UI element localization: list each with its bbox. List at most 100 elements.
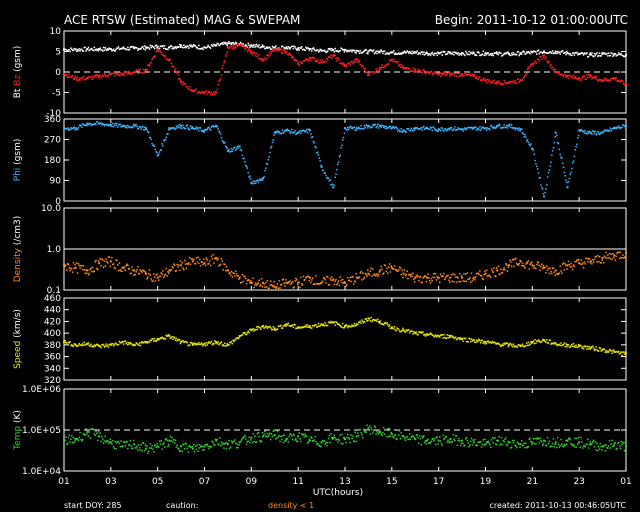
data-point <box>415 331 418 333</box>
data-point <box>549 339 551 341</box>
data-point <box>69 441 71 443</box>
data-point <box>471 53 474 55</box>
data-point <box>609 79 612 82</box>
data-point <box>530 440 532 443</box>
data-point <box>312 47 315 49</box>
data-point <box>510 54 512 57</box>
data-point <box>479 129 482 131</box>
data-point <box>119 445 122 448</box>
data-point <box>270 284 273 286</box>
data-point <box>597 254 599 257</box>
data-point <box>479 54 481 57</box>
data-point <box>558 343 561 346</box>
data-point <box>189 45 192 48</box>
data-point <box>184 442 187 444</box>
data-point <box>290 283 292 285</box>
data-point <box>529 52 531 55</box>
data-point <box>439 75 442 78</box>
data-point <box>354 325 357 327</box>
data-point <box>450 52 453 55</box>
data-point <box>326 324 329 327</box>
data-point <box>562 343 565 346</box>
data-point <box>305 57 307 60</box>
data-point <box>594 130 597 133</box>
data-point <box>443 438 445 440</box>
data-point <box>214 438 217 440</box>
data-point <box>139 68 142 71</box>
data-point <box>409 70 412 72</box>
data-point <box>316 49 318 51</box>
data-point <box>541 263 543 266</box>
data-point <box>268 287 270 289</box>
data-point <box>156 151 158 154</box>
data-point <box>548 60 551 62</box>
data-point <box>96 74 99 76</box>
data-point <box>282 132 285 134</box>
data-point <box>370 49 372 52</box>
data-point <box>514 258 516 260</box>
data-point <box>66 342 68 344</box>
data-point <box>262 45 265 48</box>
data-point <box>449 281 451 284</box>
data-point <box>518 262 520 265</box>
data-point <box>387 53 390 55</box>
data-point <box>173 48 175 50</box>
data-point <box>593 349 596 352</box>
data-point <box>178 77 181 80</box>
data-point <box>578 52 581 55</box>
data-point <box>67 263 70 266</box>
data-point <box>592 55 594 57</box>
data-point <box>91 123 93 126</box>
data-point <box>295 133 297 136</box>
data-point <box>585 132 587 134</box>
data-point <box>65 436 67 438</box>
data-point <box>314 145 316 148</box>
data-point <box>265 58 267 61</box>
data-point <box>497 80 500 82</box>
data-point <box>241 154 244 157</box>
data-point <box>260 325 263 328</box>
data-point <box>362 278 365 280</box>
data-point <box>540 184 542 186</box>
data-point <box>363 320 366 323</box>
data-point <box>574 346 576 348</box>
data-point <box>158 48 160 50</box>
data-point <box>221 443 224 445</box>
data-point <box>301 433 303 435</box>
data-point <box>347 49 349 52</box>
data-point <box>501 343 504 346</box>
data-point <box>316 442 319 445</box>
data-point <box>587 348 590 350</box>
data-point <box>522 77 525 79</box>
data-point <box>347 62 350 65</box>
data-point <box>504 438 506 441</box>
data-point <box>570 442 572 445</box>
data-point <box>436 275 438 278</box>
data-point <box>601 52 603 54</box>
data-point <box>213 262 215 264</box>
data-point <box>95 430 97 433</box>
data-point <box>530 262 532 264</box>
data-point <box>373 319 376 322</box>
data-point <box>417 53 419 56</box>
data-point <box>314 323 316 326</box>
data-point <box>460 54 463 56</box>
data-point <box>91 345 94 347</box>
data-point <box>364 272 367 275</box>
data-point <box>137 49 139 51</box>
data-point <box>311 279 313 281</box>
data-point <box>411 330 413 332</box>
data-point <box>505 342 507 345</box>
x-tick-label: 15 <box>386 477 397 487</box>
data-point <box>431 279 433 282</box>
data-point <box>608 129 611 131</box>
data-point <box>120 270 122 272</box>
data-point <box>597 132 600 134</box>
data-point <box>526 262 529 264</box>
data-point <box>462 52 464 55</box>
data-point <box>105 258 107 260</box>
data-point <box>416 433 418 436</box>
data-point <box>383 50 386 52</box>
data-point <box>215 257 218 260</box>
data-point <box>586 74 588 76</box>
